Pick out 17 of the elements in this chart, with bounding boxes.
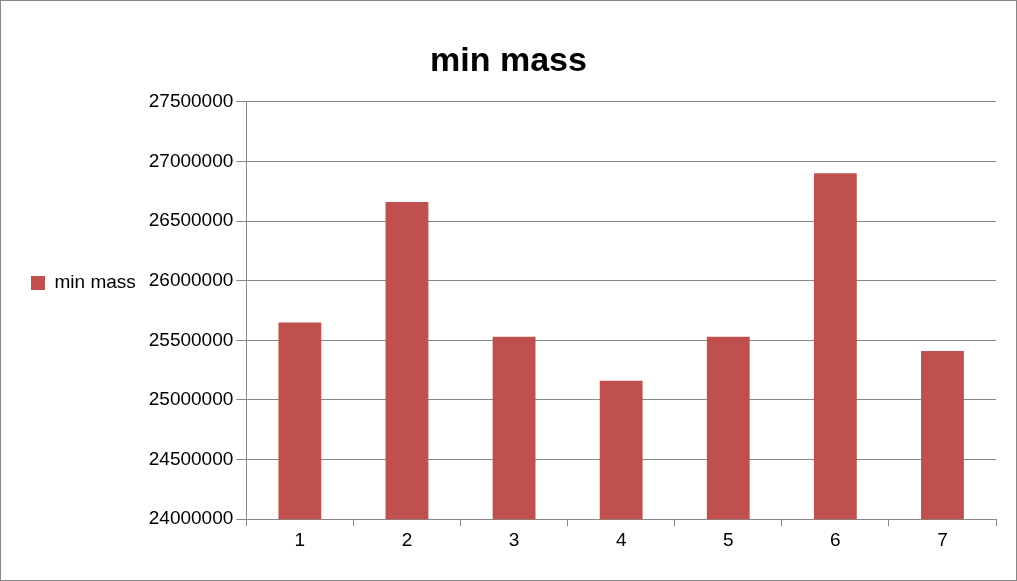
x-tick-label: 6	[830, 528, 841, 550]
y-tick-label: 27500000	[148, 90, 234, 112]
y-tick-label: 24000000	[148, 507, 234, 529]
y-tick-label: 25000000	[148, 388, 234, 410]
y-tick-label: 24500000	[148, 447, 234, 469]
y-tick-label: 26000000	[148, 268, 234, 290]
x-tick-label: 2	[401, 528, 413, 550]
y-tick-label: 25500000	[148, 328, 234, 350]
x-tick-label: 7	[937, 528, 948, 550]
y-tick-label: 27000000	[148, 149, 234, 171]
y-tick-label: 26500000	[148, 209, 234, 231]
chart-title: min mass	[430, 39, 587, 78]
x-tick-label: 3	[508, 528, 520, 550]
x-tick-label: 4	[615, 528, 627, 550]
x-tick-label: 1	[294, 528, 306, 550]
x-tick-label: 5	[722, 528, 734, 550]
legend-label: min mass	[54, 271, 136, 293]
